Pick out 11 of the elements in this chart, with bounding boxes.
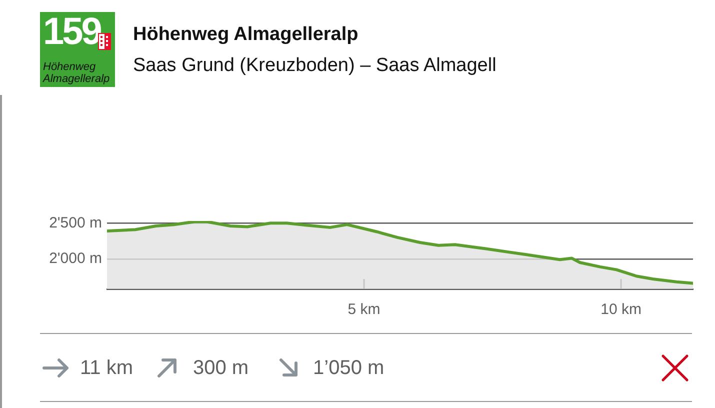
text: 300 m	[193, 356, 249, 380]
x-tick-label: 5 km	[348, 301, 380, 318]
text: 1’050 m	[313, 356, 384, 380]
text: 11 km	[80, 356, 133, 380]
chart-title: Höhenweg Almagelleralp	[133, 24, 358, 46]
text: 159	[43, 11, 100, 53]
text: Höhenweg Almagelleralp	[43, 61, 111, 85]
chart-subtitle: Saas Grund (Kreuzboden) – Saas Almagell	[133, 55, 496, 77]
x-tick-label: 10 km	[600, 301, 642, 318]
y-tick-label: 2'000 m	[49, 250, 102, 268]
y-tick-label: 2'500 m	[49, 214, 102, 232]
